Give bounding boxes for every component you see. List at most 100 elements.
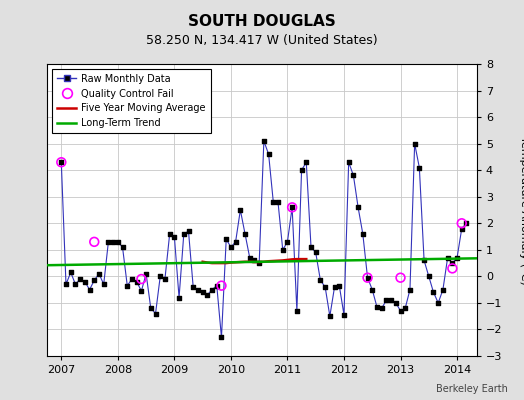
Point [443,254,452,261]
Point [236,207,245,213]
Point [241,231,249,237]
Point [396,308,405,314]
Point [104,239,113,245]
Point [415,164,423,171]
Point [85,286,94,293]
Point [406,286,414,293]
Point [250,257,259,264]
Point [354,204,362,210]
Point [307,244,315,250]
Point [382,297,390,304]
Point [368,286,376,293]
Point [293,308,301,314]
Point [377,305,386,312]
Point [373,304,381,310]
Point [227,244,235,250]
Point [349,172,357,179]
Point [90,277,99,284]
Point [142,270,150,277]
Point [312,249,320,256]
Point [283,239,292,245]
Point [95,270,103,277]
Point [434,300,442,306]
Point [175,294,183,301]
Point [274,199,282,205]
Point [203,292,212,298]
Point [363,274,372,281]
Point [57,159,66,166]
Point [246,254,254,261]
Point [123,282,132,289]
Point [128,276,136,282]
Point [288,204,297,210]
Point [232,239,240,245]
Point [321,284,330,290]
Point [147,305,155,312]
Point [330,284,339,290]
Point [457,220,466,226]
Point [457,225,466,232]
Point [269,199,278,205]
Point [189,284,198,290]
Point [316,277,324,284]
Point [222,236,231,242]
Point [62,281,70,288]
Point [387,297,395,304]
Point [67,269,75,276]
Point [151,310,160,317]
Text: Berkeley Earth: Berkeley Earth [436,384,508,394]
Point [217,282,226,289]
Point [335,282,343,289]
Point [424,273,433,280]
Point [462,220,471,226]
Point [166,231,174,237]
Point [401,305,409,312]
Point [156,273,165,280]
Point [410,140,419,147]
Point [109,239,117,245]
Point [279,247,287,253]
Point [71,281,80,288]
Point [76,276,84,282]
Point [180,231,188,237]
Point [81,278,89,285]
Point [217,334,226,341]
Point [439,286,447,293]
Point [260,138,268,144]
Y-axis label: Temperature Anomaly (°C): Temperature Anomaly (°C) [519,136,524,284]
Point [265,151,273,158]
Point [363,274,372,281]
Point [255,260,264,266]
Point [194,286,202,293]
Point [137,276,146,282]
Point [429,289,438,296]
Point [448,265,456,272]
Point [453,254,461,261]
Text: 58.250 N, 134.417 W (United States): 58.250 N, 134.417 W (United States) [146,34,378,47]
Point [184,228,193,234]
Point [114,239,122,245]
Point [448,260,456,266]
Point [344,159,353,166]
Point [90,239,99,245]
Point [133,278,141,285]
Text: SOUTH DOUGLAS: SOUTH DOUGLAS [188,14,336,29]
Point [57,159,66,166]
Point [137,288,146,294]
Point [420,257,428,264]
Point [325,313,334,319]
Point [100,281,108,288]
Point [199,289,207,296]
Point [170,233,179,240]
Point [396,274,405,281]
Point [302,159,310,166]
Legend: Raw Monthly Data, Quality Control Fail, Five Year Moving Average, Long-Term Tren: Raw Monthly Data, Quality Control Fail, … [52,69,211,133]
Point [118,244,127,250]
Point [391,300,400,306]
Point [208,286,216,293]
Point [358,231,367,237]
Point [288,204,297,210]
Point [340,312,348,318]
Point [161,276,169,282]
Point [298,167,306,173]
